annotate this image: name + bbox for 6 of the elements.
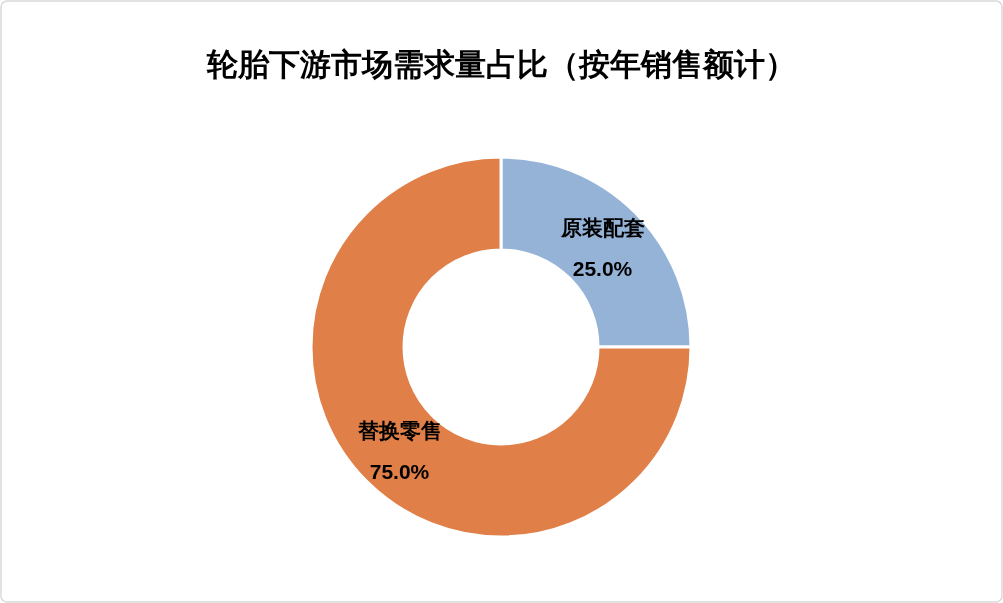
data-label: 75.0%: [369, 459, 430, 483]
data-label: 25.0%: [572, 256, 633, 280]
chart-title: 轮胎下游市场需求量占比（按年销售额计）: [205, 47, 796, 82]
slice-label: 替换零售: [356, 418, 442, 442]
donut-slice: [309, 155, 693, 539]
slice-label: 原装配套: [559, 215, 645, 239]
